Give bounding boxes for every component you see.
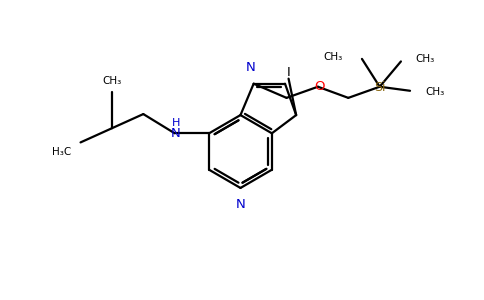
Text: Si: Si [375,81,386,94]
Text: CH₃: CH₃ [425,87,444,97]
Text: H₃C: H₃C [52,147,72,157]
Text: CH₃: CH₃ [323,52,343,62]
Text: N: N [170,127,180,140]
Text: O: O [315,80,325,93]
Text: N: N [246,61,256,74]
Text: H: H [171,118,180,128]
Text: I: I [287,66,290,79]
Text: N: N [236,198,245,211]
Text: CH₃: CH₃ [415,54,434,64]
Text: CH₃: CH₃ [102,76,121,86]
